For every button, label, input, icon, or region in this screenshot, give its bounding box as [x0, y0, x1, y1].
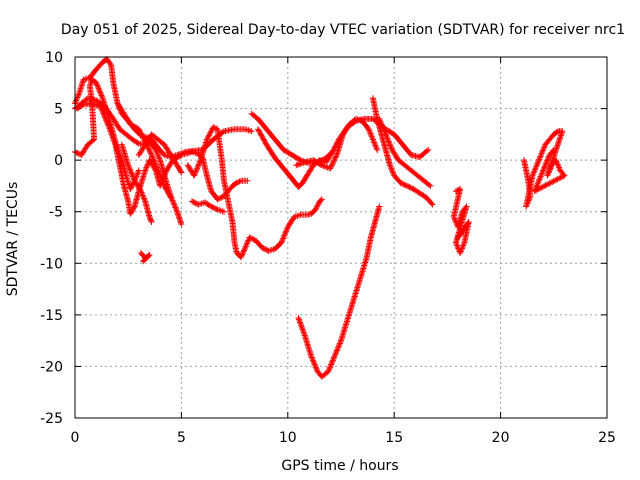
- series-s5: [114, 100, 174, 201]
- series-markers: [369, 95, 436, 208]
- y-tick-label: -10: [40, 256, 63, 272]
- y-tick-label: 5: [54, 102, 63, 118]
- series-s13: [293, 115, 381, 172]
- y-tick-label: 0: [54, 153, 63, 169]
- series-markers: [295, 203, 383, 380]
- grid-lines: [75, 57, 607, 418]
- series-s10: [189, 198, 227, 215]
- series-markers: [255, 115, 432, 190]
- y-tick-label: -25: [40, 411, 63, 427]
- data-points: [72, 56, 568, 380]
- y-axis-label: SDTVAR / TECUs: [5, 182, 21, 297]
- series-markers: [118, 141, 155, 226]
- series-s6: [118, 141, 155, 226]
- series-markers: [293, 115, 381, 172]
- axis-ticks: 0 5 10 15 20 25 -25 -20 -15 -10 -5 0 5 10: [40, 50, 616, 446]
- series-markers: [114, 100, 174, 201]
- x-tick-label: 0: [71, 430, 80, 446]
- y-tick-label: 10: [45, 50, 63, 66]
- series-markers: [376, 115, 434, 189]
- x-tick-label: 25: [598, 430, 616, 446]
- series-markers: [521, 128, 568, 210]
- x-axis-label: GPS time / hours: [281, 458, 398, 474]
- series-markers: [135, 131, 185, 176]
- y-tick-label: -5: [49, 205, 63, 221]
- chart-title: Day 051 of 2025, Sidereal Day-to-day VTE…: [61, 22, 625, 38]
- series-s17: [450, 186, 472, 256]
- x-tick-label: 15: [385, 430, 403, 446]
- series-markers: [137, 249, 153, 265]
- series-s12: [255, 115, 432, 190]
- y-tick-label: -15: [40, 308, 63, 324]
- series-markers: [184, 124, 325, 261]
- series-s14: [369, 95, 436, 208]
- series-s15: [376, 115, 434, 189]
- y-tick-label: -20: [40, 359, 63, 375]
- series-s9: [184, 124, 325, 261]
- series-s8: [135, 131, 185, 176]
- x-tick-label: 10: [279, 430, 297, 446]
- plot-frame: [74, 56, 608, 419]
- series-s18: [521, 128, 568, 210]
- series-markers: [450, 186, 472, 256]
- x-tick-label: 20: [492, 430, 510, 446]
- x-tick-label: 5: [177, 430, 186, 446]
- series-s16: [295, 203, 383, 380]
- series-markers: [189, 198, 227, 215]
- series-s7: [137, 249, 153, 265]
